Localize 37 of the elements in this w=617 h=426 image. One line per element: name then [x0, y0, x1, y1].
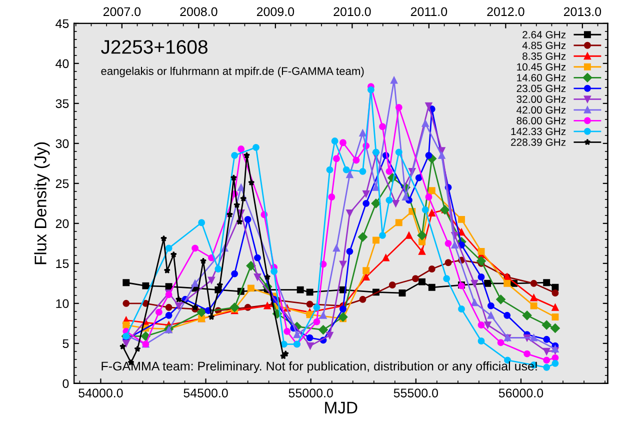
y-tick-label: 20: [56, 219, 69, 228]
legend-label: 42.00 GHz: [516, 106, 566, 114]
x2-tick-label: 2012.0: [487, 7, 524, 16]
x-axis-title: MJD: [325, 402, 358, 414]
y-tick-label: 30: [56, 139, 69, 148]
y-tick-label: 15: [56, 259, 69, 268]
y-tick-label: 40: [56, 59, 69, 68]
legend-label: 4.85 GHz: [522, 42, 566, 50]
legend-label: 8.35 GHz: [522, 52, 566, 60]
text: J2253+1608: [101, 40, 208, 54]
legend-label: 14.60 GHz: [517, 74, 566, 82]
y-tick-label: 35: [56, 99, 69, 108]
legend-label: 32.00 GHz: [516, 96, 566, 103]
y-axis-title: Flux Density (Jy): [34, 142, 50, 264]
x2-tick-label: 2009.0: [256, 7, 294, 16]
x2-tick-label: 2007.0: [103, 7, 141, 16]
x2-tick-label: 2010.0: [334, 7, 371, 16]
text: eangelakis or lfuhrmann at mpifr.de (F-GAMMA team): [101, 66, 364, 78]
y-tick-label: 45: [56, 19, 69, 28]
legend-label: 228.39 GHz: [511, 138, 566, 146]
x-tick-label: 54000.0: [78, 388, 123, 398]
x-tick-label: 55000.0: [288, 388, 333, 398]
x-tick-label: 55500.0: [394, 388, 438, 398]
y-tick-label: 0: [62, 379, 69, 388]
y-tick-label: 5: [62, 339, 69, 348]
x-tick-label: 56000.0: [498, 388, 544, 398]
x2-tick-label: 2013.0: [564, 7, 602, 16]
x2-tick-label: 2008.0: [180, 7, 218, 16]
y-tick-label: 10: [56, 299, 69, 308]
legend-label: 86.00 GHz: [516, 117, 566, 124]
legend-label: 142.33 GHz: [511, 128, 566, 136]
legend-label: 23.05 GHz: [516, 84, 566, 92]
y-tick-label: 25: [56, 179, 69, 188]
x-tick-label: 54500.0: [184, 388, 228, 398]
legend-label: 2.64 GHz: [522, 30, 566, 38]
x2-tick-label: 2011.0: [410, 7, 448, 16]
legend-label: 10.45 GHz: [517, 63, 566, 71]
